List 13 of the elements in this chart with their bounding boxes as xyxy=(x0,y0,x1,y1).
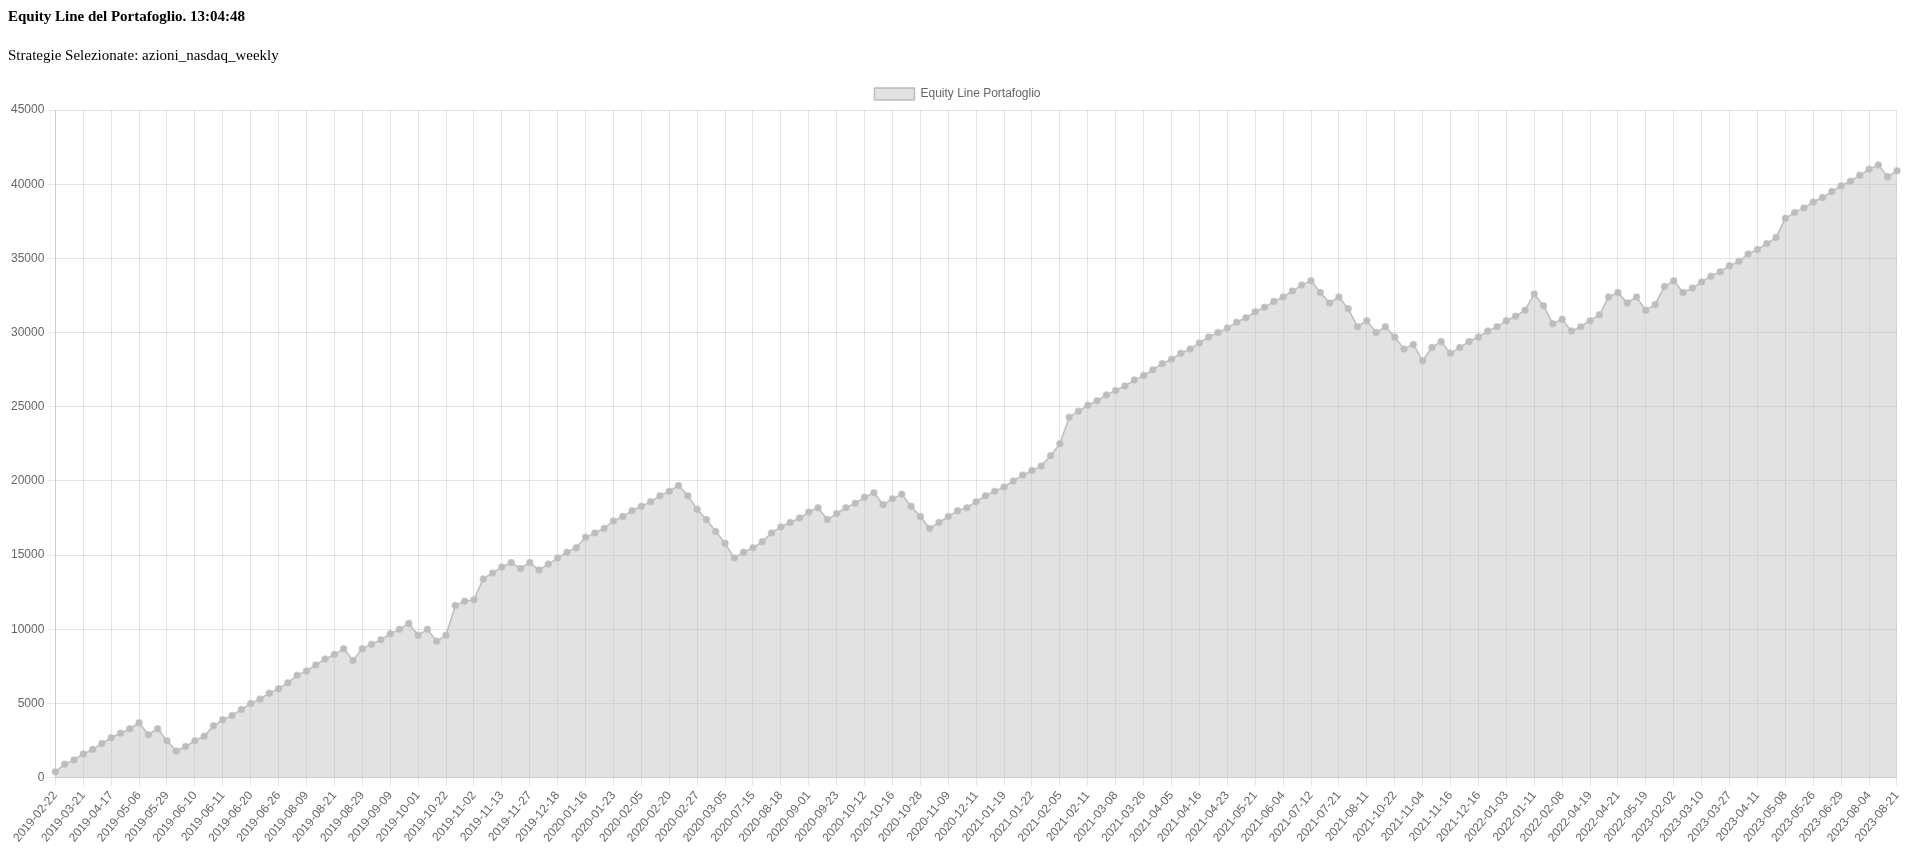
y-tick-label: 0 xyxy=(37,770,45,785)
chart-subtitle: Strategie Selezionate: azioni_nasdaq_weekly xyxy=(8,47,280,64)
y-tick-label: 10000 xyxy=(10,621,45,636)
y-tick-label: 5000 xyxy=(17,695,45,710)
y-tick-label: 25000 xyxy=(10,399,45,414)
legend-label: Equity Line Portafoglio xyxy=(920,86,1041,101)
chart-title: Equity Line del Portafoglio. 13:04:48 xyxy=(8,8,247,25)
y-tick-label: 45000 xyxy=(10,102,45,117)
y-tick-label: 40000 xyxy=(10,176,45,191)
y-tick-label: 15000 xyxy=(10,547,45,562)
y-tick-label: 20000 xyxy=(10,473,45,488)
y-tick-label: 35000 xyxy=(10,250,45,265)
y-tick-label: 30000 xyxy=(10,324,45,339)
